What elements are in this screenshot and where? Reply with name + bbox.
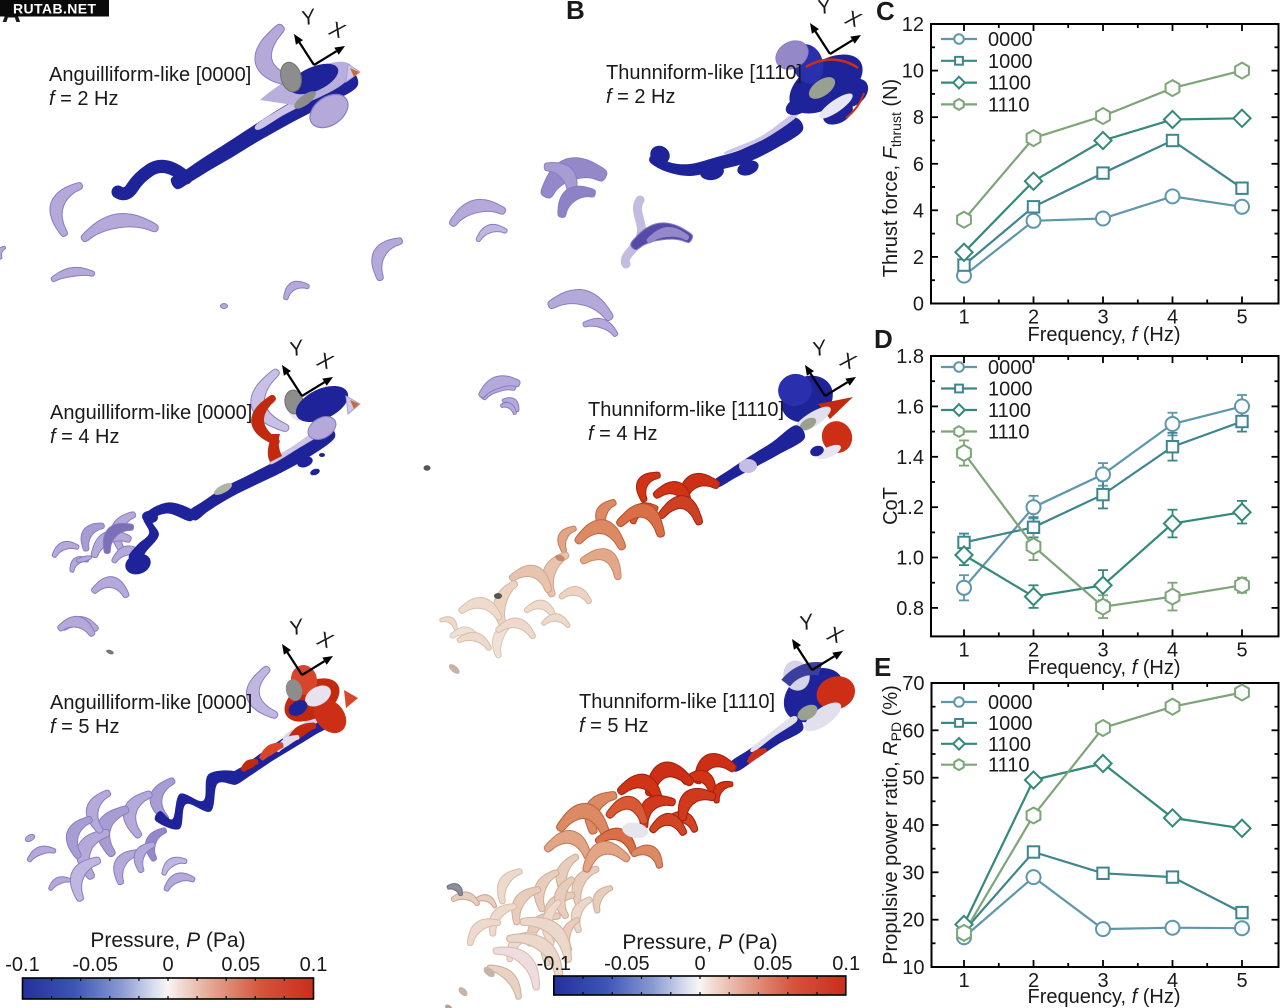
svg-text:1: 1 — [958, 970, 969, 992]
svg-text:3: 3 — [1097, 307, 1108, 329]
svg-text:Anguilliform-like [0000]: Anguilliform-like [0000] — [49, 64, 251, 86]
svg-text:2: 2 — [1028, 970, 1039, 992]
svg-text:0: 0 — [694, 953, 705, 975]
svg-text:2: 2 — [1028, 639, 1039, 661]
svg-text:Y: Y — [815, 0, 836, 20]
svg-text:0: 0 — [162, 954, 173, 976]
svg-text:-0.05: -0.05 — [72, 954, 118, 976]
svg-text:60: 60 — [902, 720, 924, 742]
svg-text:Pressure, P (Pa): Pressure, P (Pa) — [622, 931, 777, 954]
svg-text:1110: 1110 — [988, 422, 1030, 444]
svg-text:Frequency, f (Hz): Frequency, f (Hz) — [1027, 324, 1180, 346]
svg-text:Pressure, P (Pa): Pressure, P (Pa) — [90, 929, 245, 952]
svg-text:3: 3 — [1097, 639, 1108, 661]
svg-text:6: 6 — [913, 154, 924, 176]
svg-text:0000: 0000 — [988, 357, 1033, 379]
svg-text:CoT: CoT — [880, 487, 902, 525]
svg-text:Thunniform-like [1110]: Thunniform-like [1110] — [579, 691, 775, 713]
svg-text:-0.05: -0.05 — [604, 953, 650, 975]
svg-text:3: 3 — [1097, 970, 1108, 992]
svg-text:Thunniform-like [1110]: Thunniform-like [1110] — [588, 399, 784, 421]
svg-text:12: 12 — [902, 14, 924, 36]
svg-text:0.05: 0.05 — [221, 954, 260, 976]
svg-text:f = 4 Hz: f = 4 Hz — [588, 423, 657, 445]
svg-text:1.6: 1.6 — [896, 396, 924, 418]
svg-text:70: 70 — [902, 673, 924, 695]
svg-text:RUTAB.NET: RUTAB.NET — [13, 1, 96, 17]
svg-text:2: 2 — [1028, 307, 1039, 329]
svg-text:5: 5 — [1236, 639, 1247, 661]
svg-text:Thunniform-like [1110]: Thunniform-like [1110] — [606, 62, 802, 84]
svg-text:1100: 1100 — [988, 734, 1031, 756]
svg-text:4: 4 — [1167, 970, 1178, 992]
svg-text:2: 2 — [913, 247, 924, 269]
svg-text:1.4: 1.4 — [896, 447, 924, 469]
svg-text:D: D — [874, 324, 893, 354]
svg-text:0: 0 — [913, 294, 924, 316]
svg-text:5: 5 — [1236, 970, 1247, 992]
svg-text:0.1: 0.1 — [300, 954, 328, 976]
svg-text:30: 30 — [902, 862, 924, 884]
svg-text:8: 8 — [913, 107, 924, 129]
svg-text:C: C — [876, 0, 895, 26]
svg-text:1100: 1100 — [988, 73, 1031, 95]
svg-text:-0.1: -0.1 — [537, 953, 571, 975]
svg-text:1.8: 1.8 — [896, 346, 924, 368]
svg-text:40: 40 — [902, 815, 924, 837]
svg-text:1: 1 — [958, 307, 969, 329]
svg-text:1000: 1000 — [988, 51, 1033, 73]
svg-text:f = 5 Hz: f = 5 Hz — [50, 716, 119, 738]
svg-text:1: 1 — [958, 639, 969, 661]
svg-text:Frequency, f (Hz): Frequency, f (Hz) — [1027, 986, 1180, 1008]
svg-text:4: 4 — [913, 200, 924, 222]
svg-text:1000: 1000 — [988, 713, 1033, 735]
svg-text:1110: 1110 — [988, 755, 1030, 777]
svg-text:20: 20 — [902, 910, 924, 932]
svg-text:0000: 0000 — [988, 29, 1033, 51]
svg-text:10: 10 — [902, 957, 924, 979]
svg-text:0000: 0000 — [988, 692, 1033, 714]
svg-text:Thrust force, Fthrust (N): Thrust force, Fthrust (N) — [880, 79, 904, 277]
svg-text:4: 4 — [1167, 639, 1178, 661]
svg-text:1100: 1100 — [988, 400, 1031, 422]
svg-text:1.2: 1.2 — [896, 497, 924, 519]
svg-text:1110: 1110 — [988, 94, 1030, 116]
svg-text:1.0: 1.0 — [896, 548, 924, 570]
svg-text:f = 2 Hz: f = 2 Hz — [49, 88, 118, 110]
svg-text:-0.1: -0.1 — [5, 954, 39, 976]
svg-text:f = 5 Hz: f = 5 Hz — [579, 715, 648, 737]
svg-text:Anguilliform-like [0000]: Anguilliform-like [0000] — [50, 402, 252, 424]
svg-text:f = 4 Hz: f = 4 Hz — [50, 426, 119, 448]
svg-text:Anguilliform-like [0000]: Anguilliform-like [0000] — [50, 692, 252, 714]
svg-text:50: 50 — [902, 768, 924, 790]
svg-text:5: 5 — [1236, 307, 1247, 329]
svg-text:4: 4 — [1167, 307, 1178, 329]
svg-text:1000: 1000 — [988, 379, 1033, 401]
svg-text:Frequency, f (Hz): Frequency, f (Hz) — [1027, 657, 1180, 679]
svg-text:B: B — [566, 0, 585, 25]
svg-text:10: 10 — [902, 61, 924, 83]
svg-text:f = 2 Hz: f = 2 Hz — [606, 86, 675, 108]
svg-text:0.8: 0.8 — [896, 598, 924, 620]
svg-text:0.1: 0.1 — [832, 953, 860, 975]
svg-text:E: E — [874, 652, 891, 682]
svg-text:0.05: 0.05 — [754, 953, 793, 975]
